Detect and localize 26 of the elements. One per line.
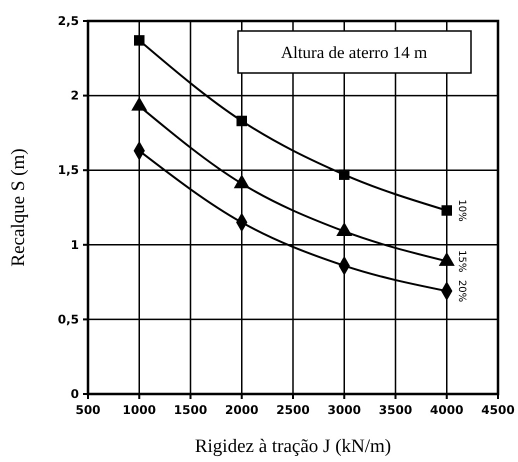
point xyxy=(339,169,350,180)
text-box: Altura de aterro 14 m xyxy=(237,30,472,74)
y-tick-label: 0,5 xyxy=(58,312,79,326)
x-tick-label: 500 xyxy=(75,403,101,417)
x-tick-label: 2500 xyxy=(276,403,310,417)
y-tick-label: 1,5 xyxy=(58,163,79,178)
annotation: Altura de aterro 14 m xyxy=(280,43,428,62)
x-axis-title: Rigidez à tração J (kN/m) xyxy=(194,436,392,457)
point xyxy=(134,35,144,46)
y-tick-label: 0 xyxy=(70,387,79,401)
x-tick-label: 1000 xyxy=(122,403,156,417)
point xyxy=(236,116,247,126)
x-tick-label: 4500 xyxy=(481,403,515,417)
y-tick-label: 2,5 xyxy=(58,14,79,28)
point xyxy=(442,205,452,216)
x-tick-label: 3000 xyxy=(328,403,361,417)
x-tick-label: 4000 xyxy=(430,403,464,417)
x-tick-label: 2000 xyxy=(225,403,258,417)
y-axis-title: Recalque S (m) xyxy=(8,148,29,267)
x-tick-label: 1500 xyxy=(174,403,208,417)
text: 20% xyxy=(456,280,468,302)
text: 15% xyxy=(456,250,468,272)
x-tick-label: 3500 xyxy=(378,403,412,417)
y-tick-label: 2 xyxy=(70,88,79,103)
text: 10% xyxy=(456,199,468,222)
y-tick-label: 1 xyxy=(70,238,79,252)
